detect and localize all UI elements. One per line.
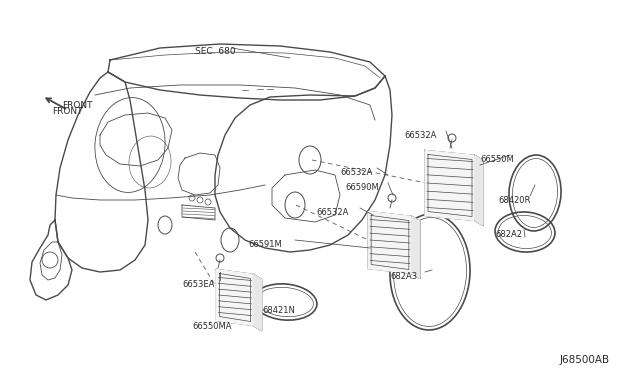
Text: SEC. 680: SEC. 680: [195, 47, 236, 56]
Polygon shape: [216, 269, 262, 330]
Text: FRONT: FRONT: [52, 107, 83, 116]
Text: 66532A: 66532A: [340, 168, 372, 177]
Text: J68500AB: J68500AB: [560, 355, 610, 365]
Polygon shape: [412, 217, 420, 279]
Text: 66590M: 66590M: [345, 183, 379, 192]
Polygon shape: [253, 275, 262, 330]
Text: 68421N: 68421N: [262, 306, 295, 315]
Text: 66532A: 66532A: [404, 131, 436, 140]
Text: 682A2: 682A2: [495, 230, 522, 239]
Text: 66550M: 66550M: [480, 155, 514, 164]
Text: 66532A: 66532A: [316, 208, 348, 217]
Text: FRONT: FRONT: [62, 101, 93, 110]
Polygon shape: [475, 155, 483, 225]
Text: 66550MA: 66550MA: [192, 322, 232, 331]
Polygon shape: [368, 212, 420, 279]
Text: 66591M: 66591M: [248, 240, 282, 249]
Text: 6653EA: 6653EA: [182, 280, 214, 289]
Polygon shape: [425, 151, 483, 225]
Text: 682A3: 682A3: [390, 272, 417, 281]
Text: 68420R: 68420R: [498, 196, 531, 205]
